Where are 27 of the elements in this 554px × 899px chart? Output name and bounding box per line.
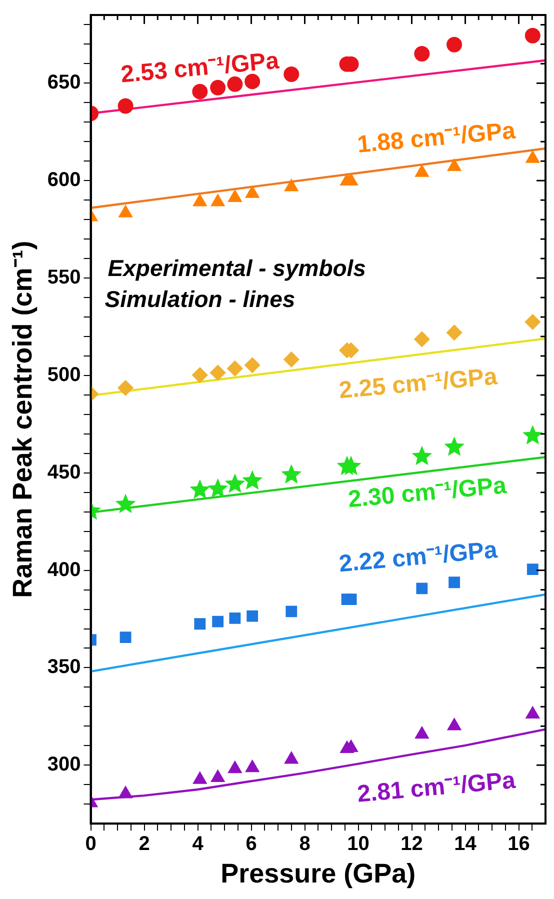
annotation: 1.88 cm⁻¹/GPa: [356, 117, 518, 158]
annotation: 2.22 cm⁻¹/GPa: [338, 536, 499, 578]
y-axis-title: Raman Peak centroid (cm⁻¹): [8, 240, 38, 598]
x-tick-label: 8: [299, 833, 310, 856]
x-tick-label: 12: [400, 833, 423, 856]
y-tick-label: 650: [47, 72, 81, 94]
x-tick-label: 4: [192, 833, 204, 856]
x-tick-label: 16: [508, 833, 530, 856]
x-tick-label: 0: [85, 833, 96, 856]
x-axis-title: Pressure (GPa): [220, 858, 416, 888]
y-tick-label: 550: [47, 266, 81, 289]
x-tick-label: 6: [246, 833, 257, 856]
annotation: 2.53 cm⁻¹/GPa: [120, 47, 281, 88]
y-tick-label: 450: [47, 461, 81, 484]
annotation: Simulation - lines: [104, 286, 296, 312]
x-tick-label: 10: [347, 833, 370, 856]
x-tick-label: 2: [138, 833, 150, 856]
y-tick-label: 300: [47, 754, 81, 776]
annotation: Experimental - symbols: [108, 255, 366, 282]
annotation: 2.30 cm⁻¹/GPa: [346, 472, 508, 514]
annotation: 2.81 cm⁻¹/GPa: [356, 766, 518, 808]
y-tick-label: 600: [47, 169, 81, 192]
y-tick-label: 350: [47, 656, 81, 678]
annotation: 2.25 cm⁻¹/GPa: [338, 363, 499, 404]
x-tick-label: 14: [454, 833, 478, 856]
y-tick-label: 500: [47, 364, 81, 386]
y-tick-label: 400: [47, 558, 81, 581]
